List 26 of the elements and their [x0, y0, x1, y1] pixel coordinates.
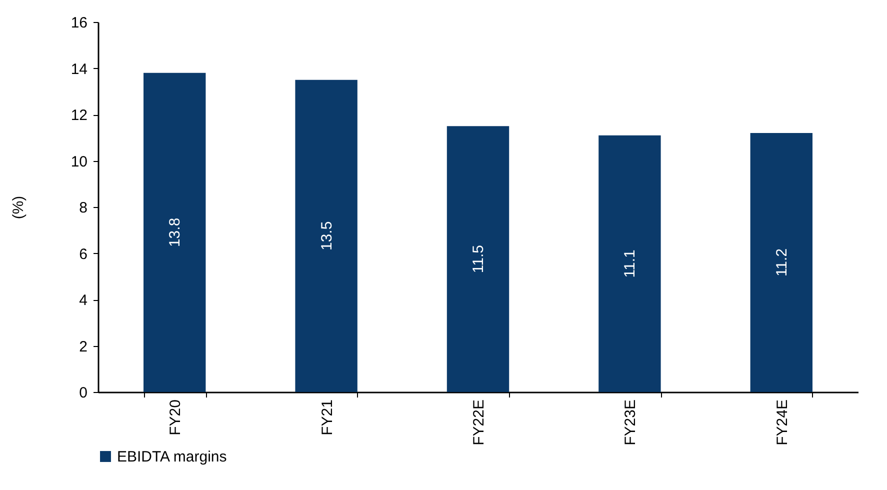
data-label: 11.2 — [773, 248, 790, 277]
y-tick-label: 10 — [70, 153, 88, 170]
x-tick-label: FY20 — [167, 400, 184, 436]
data-label: 13.5 — [318, 221, 336, 251]
y-tick-label: 8 — [79, 200, 88, 216]
x-tick-label: FY24E — [774, 400, 791, 446]
bar — [750, 133, 812, 392]
bar — [295, 80, 358, 392]
data-label: 13.8 — [166, 218, 184, 248]
y-tick-label: 6 — [79, 246, 88, 263]
y-tick-label: 12 — [70, 107, 88, 124]
y-tick-label: 4 — [79, 292, 88, 309]
data-label: 11.1 — [622, 250, 639, 278]
y-tick-label: 16 — [70, 14, 88, 32]
x-tick-label: FY22E — [470, 400, 488, 446]
legend-label: EBIDTA margins — [117, 448, 227, 466]
bar — [446, 126, 510, 392]
bar — [144, 72, 206, 392]
bar — [598, 135, 661, 392]
y-tick-label: 2 — [79, 338, 88, 356]
data-label: 11.5 — [470, 244, 487, 274]
y-tick-label: 0 — [79, 384, 88, 402]
x-tick-label: FY23E — [622, 400, 640, 446]
x-tick-label: FY21 — [318, 400, 336, 436]
y-axis-title: (%) — [10, 196, 27, 220]
y-tick-label: 14 — [70, 60, 88, 78]
